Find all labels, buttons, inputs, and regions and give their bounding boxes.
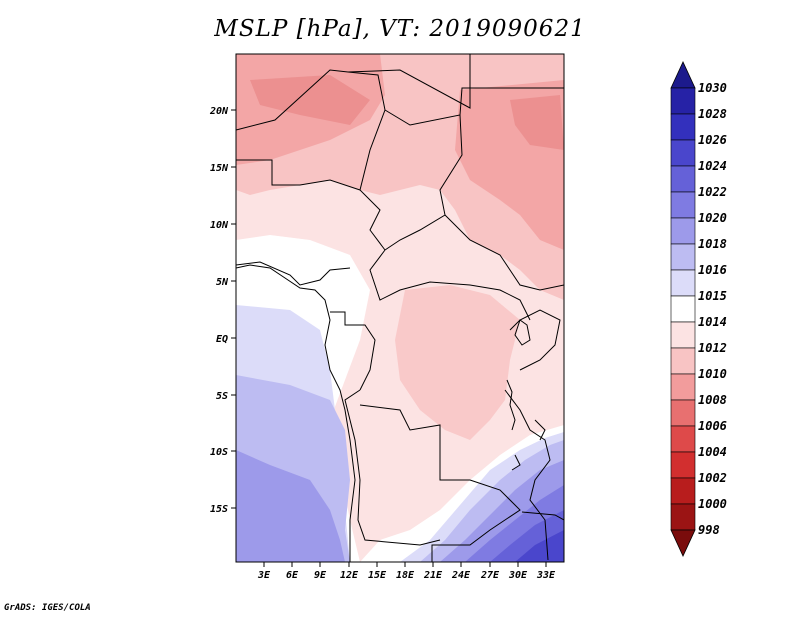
colorbar-label-1012: 1012 — [698, 341, 727, 355]
colorbar-segment — [670, 425, 696, 453]
colorbar-label-1026: 1026 — [698, 133, 727, 147]
colorbar-label-1014: 1014 — [698, 315, 727, 329]
colorbar-label-1002: 1002 — [698, 471, 727, 485]
border-line — [236, 261, 351, 286]
lat-label-20n: 20N — [209, 106, 229, 117]
colorbar-segment — [670, 191, 696, 219]
field-1006-pockets — [250, 75, 564, 150]
colorbar-label-1004: 1004 — [698, 445, 727, 459]
lon-label-33e: 33E — [536, 570, 556, 581]
colorbar: 1030 1028 1026 1024 1022 1020 1018 1016 … — [670, 61, 727, 557]
lake-outline — [506, 379, 516, 431]
colorbar-label-1028: 1028 — [698, 107, 727, 121]
lon-label-18e: 18E — [396, 570, 415, 581]
coastline — [236, 264, 356, 562]
colorbar-label-1024: 1024 — [698, 159, 727, 173]
colorbar-segment — [670, 87, 696, 115]
field-1018-ocean — [236, 450, 345, 562]
lat-label-eq: EQ — [216, 334, 228, 345]
colorbar-label-1000: 1000 — [698, 497, 727, 511]
colorbar-segment — [670, 165, 696, 193]
colorbar-bottom-arrow — [670, 529, 696, 557]
grads-credit: GrADS: IGES/COLA — [4, 603, 91, 613]
map-frame — [235, 53, 565, 563]
lake-outline — [514, 319, 531, 346]
colorbar-segment — [670, 347, 696, 375]
lon-label-15e: 15E — [368, 570, 387, 581]
lon-label-30e: 30E — [508, 570, 528, 581]
map-title: MSLP [hPa], VT: 2019090621 — [214, 16, 586, 42]
lat-label-15s: 15S — [210, 504, 228, 515]
colorbar-segment — [670, 217, 696, 245]
colorbar-label-1010: 1010 — [698, 367, 727, 381]
border-line — [344, 389, 441, 546]
colorbar-label-1006: 1006 — [698, 419, 727, 433]
colorbar-segment — [670, 113, 696, 141]
border-line — [369, 249, 531, 321]
colorbar-label-1015: 1015 — [698, 289, 727, 303]
colorbar-segment — [670, 503, 696, 531]
lon-label-9e: 9E — [314, 570, 327, 581]
colorbar-label-1016: 1016 — [698, 263, 727, 277]
colorbar-segment — [670, 477, 696, 505]
colorbar-segment — [670, 321, 696, 349]
border-line — [444, 214, 564, 291]
colorbar-label-1022: 1022 — [698, 185, 727, 199]
lon-label-3e: 3E — [257, 570, 271, 581]
colorbar-label-1030: 1030 — [698, 81, 727, 95]
colorbar-label-998: 998 — [698, 523, 720, 537]
lake-outline — [534, 419, 546, 441]
border-line — [359, 404, 470, 481]
colorbar-label-1020: 1020 — [698, 211, 727, 225]
colorbar-segment — [670, 243, 696, 271]
country-borders — [236, 54, 564, 562]
colorbar-segment — [670, 373, 696, 401]
lon-label-27e: 27E — [480, 570, 500, 581]
lat-label-5n: 5N — [216, 277, 229, 288]
lon-label-21e: 21E — [423, 570, 443, 581]
lat-label-10s: 10S — [210, 447, 228, 458]
border-line — [347, 54, 471, 109]
lat-label-15n: 15N — [210, 163, 229, 174]
lon-label-24e: 24E — [451, 570, 471, 581]
border-line — [236, 159, 361, 191]
border-line — [384, 87, 564, 126]
field-1010-central — [395, 285, 520, 440]
colorbar-segment — [670, 139, 696, 167]
lon-label-6e: 6E — [286, 570, 299, 581]
lat-label-10n: 10N — [210, 220, 229, 231]
colorbar-segment — [670, 451, 696, 479]
colorbar-label-1008: 1008 — [698, 393, 727, 407]
colorbar-segment — [670, 399, 696, 427]
border-line — [330, 311, 376, 391]
border-line — [431, 479, 521, 562]
colorbar-segment — [670, 295, 696, 323]
lat-label-5s: 5S — [216, 391, 228, 402]
pressure-field — [236, 54, 564, 562]
field-1024-southeast — [515, 530, 564, 562]
longitude-axis: 3E 6E 9E 12E 15E 18E 21E 24E 27E 30E 33E — [257, 562, 556, 581]
latitude-axis: 20N 15N 10N 5N EQ 5S 10S 15S — [209, 106, 236, 515]
colorbar-segment — [670, 269, 696, 297]
lon-label-12e: 12E — [340, 570, 359, 581]
colorbar-top-arrow — [670, 61, 696, 89]
colorbar-label-1018: 1018 — [698, 237, 727, 251]
lake-outline — [511, 454, 521, 471]
border-line — [521, 511, 564, 521]
